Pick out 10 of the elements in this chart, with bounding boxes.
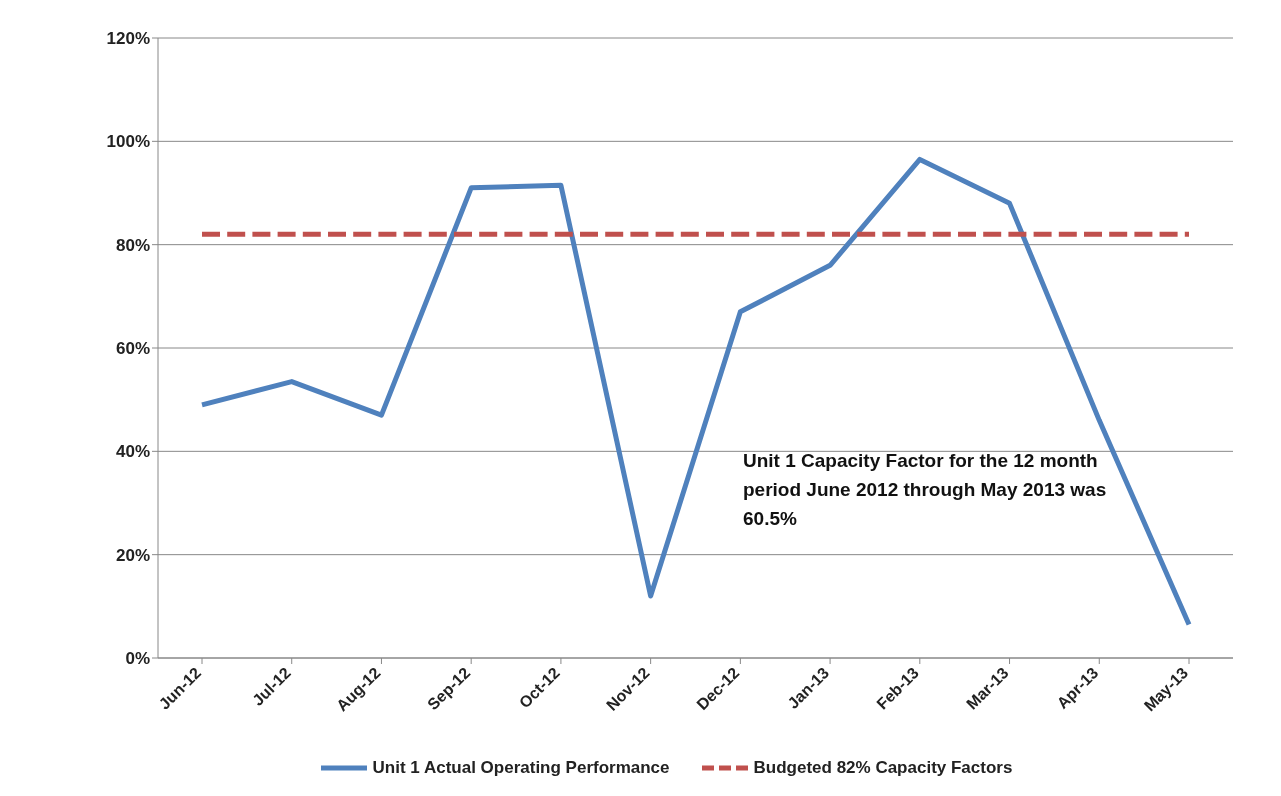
annotation: Unit 1 Capacity Factor for the 12 month period June 2012 through May 2013 was 60.5% [743, 449, 1108, 531]
y-tick-label: 60% [115, 339, 150, 359]
y-tick-label: 120% [106, 29, 150, 49]
y-tick-label: 80% [115, 235, 150, 255]
y-tick-label: 100% [106, 132, 150, 152]
y-tick-label: 20% [115, 545, 150, 565]
legend-label: Budgeted 82% Capacity Factors [752, 758, 1013, 778]
y-tick-label: 40% [115, 442, 150, 462]
legend-label: Unit 1 Actual Operating Performance [371, 758, 670, 778]
y-tick-label: 0% [125, 649, 150, 669]
